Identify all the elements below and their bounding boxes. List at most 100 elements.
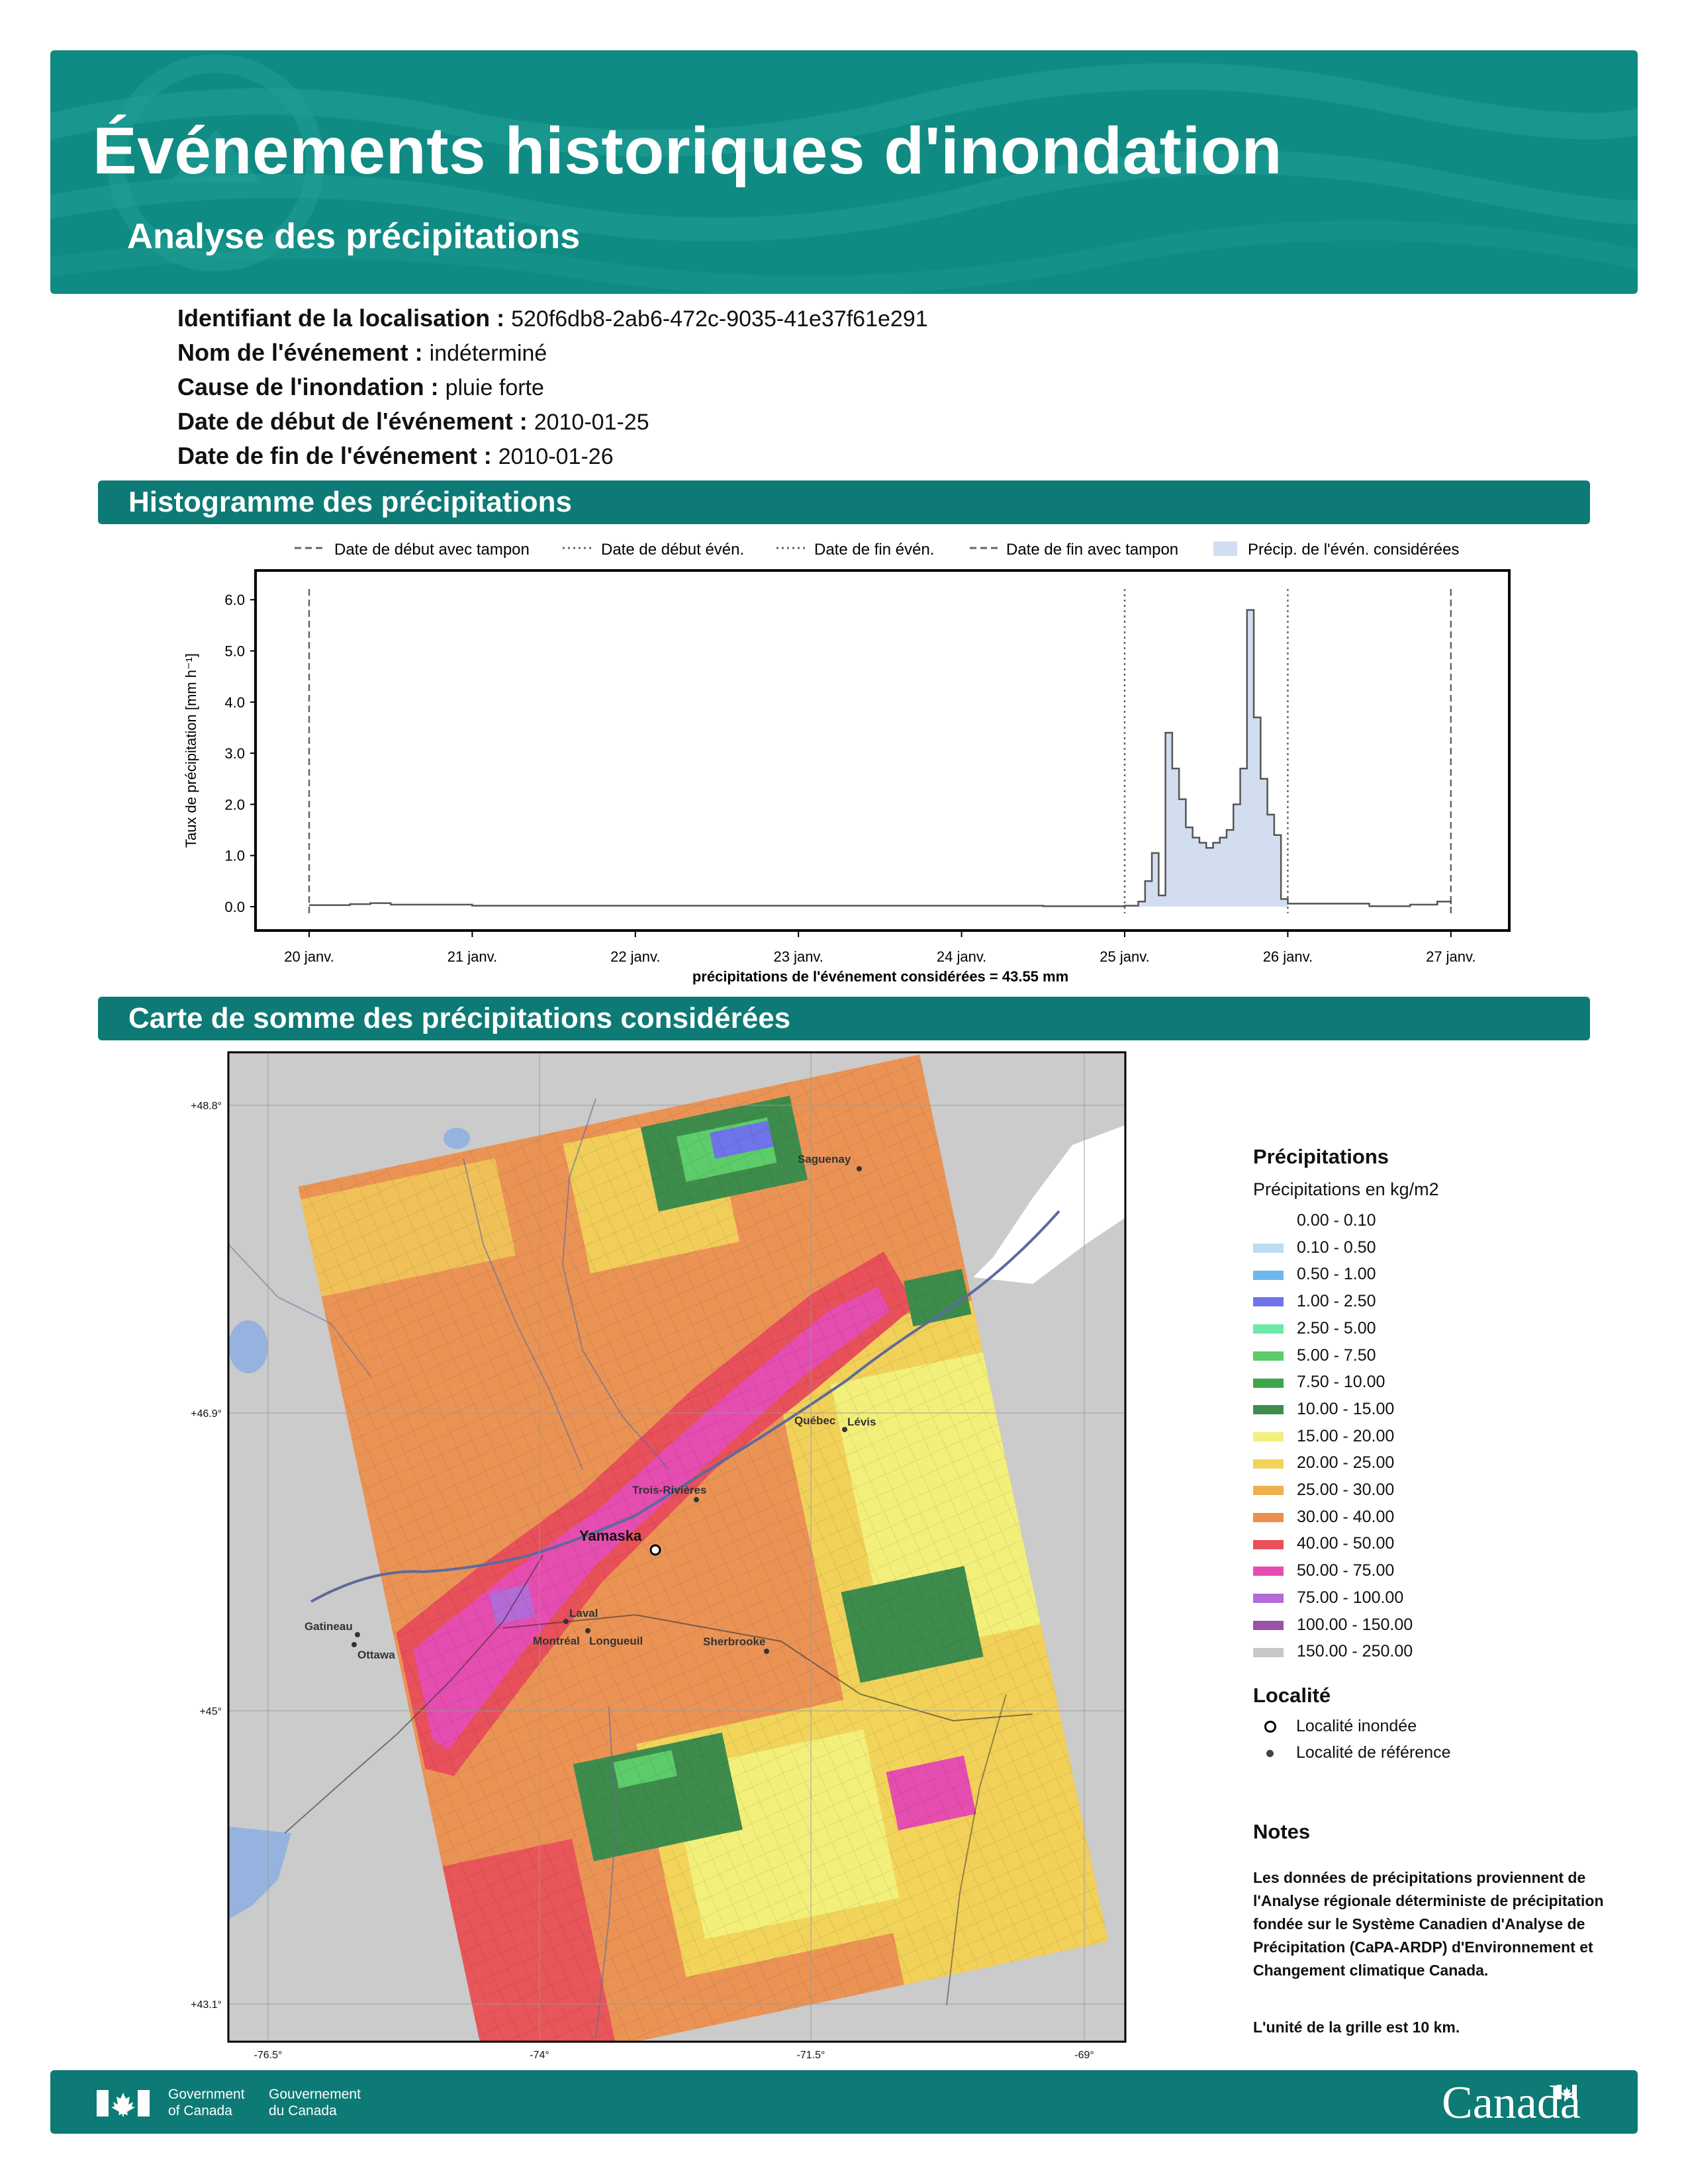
- precip-class: 5.00 - 7.50: [1253, 1346, 1376, 1365]
- precip-class: 2.50 - 5.00: [1253, 1319, 1376, 1338]
- precip-class: 20.00 - 25.00: [1253, 1453, 1394, 1473]
- city-label: Laval: [569, 1607, 598, 1619]
- gov-fr: Gouvernement du Canada: [269, 2087, 361, 2118]
- precip-class-swatch: [1253, 1459, 1284, 1469]
- meta-location-id: Identifiant de la localisation : 520f6db…: [177, 304, 928, 332]
- y-axis-label: Taux de précipitation [mm h⁻¹]: [183, 653, 199, 848]
- precip-class-swatch: [1253, 1620, 1284, 1630]
- meta-value: pluie forte: [445, 375, 544, 400]
- meta-start-date: Date de début de l'événement : 2010-01-2…: [177, 408, 649, 435]
- precip-class: 1.00 - 2.50: [1253, 1292, 1376, 1311]
- meta-value: 2010-01-26: [498, 444, 614, 469]
- y-tick-label: 1.0: [224, 848, 245, 864]
- svg-text:+46.9°: +46.9°: [191, 1408, 222, 1420]
- precip-class-label: 2.50 - 5.00: [1297, 1318, 1376, 1338]
- precip-class-swatch: [1253, 1378, 1284, 1388]
- city-label: Longueuil: [589, 1635, 643, 1647]
- precip-class: 40.00 - 50.00: [1253, 1534, 1394, 1553]
- precip-class-label: 150.00 - 250.00: [1297, 1642, 1413, 1661]
- precip-class-label: 100.00 - 150.00: [1297, 1615, 1413, 1634]
- precip-class: 0.50 - 1.00: [1253, 1265, 1376, 1284]
- city-label: Saguenay: [798, 1153, 851, 1165]
- chart-legend: Date de début avec tampon Date de début …: [295, 541, 1459, 559]
- precip-class-swatch: [1253, 1244, 1284, 1253]
- meta-label: Date de début de l'événement :: [177, 408, 528, 435]
- notes-title: Notes: [1253, 1820, 1311, 1843]
- precip-class-label: 0.00 - 0.10: [1297, 1211, 1376, 1230]
- precip-class-label: 40.00 - 50.00: [1297, 1534, 1395, 1553]
- precip-class-swatch: [1253, 1647, 1284, 1657]
- notes-text: Les données de précipitations proviennen…: [1253, 1869, 1604, 1979]
- precip-class-swatch: [1253, 1432, 1284, 1441]
- y-tick-label: 2.0: [224, 796, 245, 813]
- y-axis: 0.0 1.0 2.0 3.0 4.0 5.0 6.0: [224, 592, 256, 915]
- legend-label: Date de fin avec tampon: [1006, 541, 1178, 559]
- y-tick-label: 6.0: [224, 592, 245, 608]
- estuary: [973, 1125, 1125, 1284]
- x-tick-label: 27 janv.: [1426, 948, 1476, 965]
- precip-class-swatch: [1253, 1216, 1284, 1226]
- histogram-chart: Date de début avec tampon Date de début …: [183, 541, 1511, 985]
- svg-text:-74°: -74°: [530, 2050, 549, 2061]
- precip-class-label: 50.00 - 75.00: [1297, 1561, 1395, 1580]
- svg-text:-69°: -69°: [1074, 2050, 1094, 2061]
- x-tick-label: 25 janv.: [1100, 948, 1149, 965]
- x-axis: 20 janv. 21 janv. 22 janv. 23 janv. 24 janv.…: [284, 931, 1476, 965]
- meta-event-name: Nom de l'événement : indéterminé: [177, 339, 547, 367]
- city-label: Trois-Rivières: [632, 1484, 706, 1496]
- map-axis-labels: +48.8° +46.9° +45° +43.1° -76.5° -74° -7…: [191, 1101, 1094, 2061]
- precip-class-swatch: [1253, 1270, 1284, 1280]
- city-label: Lévis: [847, 1416, 876, 1428]
- y-tick-label: 4.0: [224, 694, 245, 711]
- precip-class-label: 15.00 - 20.00: [1297, 1426, 1395, 1445]
- border-line: [284, 1555, 543, 1834]
- precip-class-label: 1.00 - 2.50: [1297, 1292, 1376, 1311]
- precip-class: 30.00 - 40.00: [1253, 1508, 1394, 1527]
- graticule: [228, 1052, 1125, 2042]
- st-lawrence-river: [310, 1210, 1060, 1603]
- section-header-histogram: Histogramme des précipitations: [98, 480, 1590, 524]
- precip-class-swatch: [1253, 1351, 1284, 1361]
- x-tick-label: 20 janv.: [284, 948, 334, 965]
- precip-series-line: [309, 609, 1452, 907]
- precip-class-label: 75.00 - 100.00: [1297, 1588, 1404, 1607]
- precip-map: Saguenay Québec Lévis Trois-Rivières Yam…: [191, 1051, 1127, 2061]
- precip-class-label: 0.50 - 1.00: [1297, 1265, 1376, 1284]
- precip-class-swatch: [1253, 1405, 1284, 1415]
- header-banner: Événements historiques d'inondation Anal…: [50, 50, 1638, 294]
- precip-class-swatch: [1253, 1297, 1284, 1307]
- city-markers: Saguenay Québec Lévis Trois-Rivières Yam…: [305, 1153, 876, 1661]
- y-tick-label: 0.0: [224, 899, 245, 915]
- precip-class: 150.00 - 250.00: [1253, 1642, 1413, 1661]
- precip-class: 100.00 - 150.00: [1253, 1615, 1413, 1635]
- precip-class: 15.00 - 20.00: [1253, 1427, 1394, 1446]
- legend-label: Date de début évén.: [601, 541, 744, 559]
- x-tick-label: 24 janv.: [937, 948, 986, 965]
- x-tick-label: 21 janv.: [447, 948, 497, 965]
- precip-class-label: 30.00 - 40.00: [1297, 1507, 1395, 1526]
- canada-flag-icon: [97, 2090, 150, 2116]
- plot-frame: [254, 569, 1511, 932]
- reference-marker-icon: [1266, 1749, 1274, 1757]
- precip-class: 10.00 - 15.00: [1253, 1400, 1394, 1419]
- page-subtitle: Analyse des précipitations: [127, 216, 581, 256]
- precip-class-label: 5.00 - 7.50: [1297, 1345, 1376, 1365]
- precip-class-label: 0.10 - 0.50: [1297, 1238, 1376, 1257]
- lake-ontario: [228, 1827, 291, 1919]
- meta-value: 520f6db8-2ab6-472c-9035-41e37f61e291: [511, 306, 928, 332]
- map-frame: [227, 1051, 1127, 2043]
- y-tick-label: 5.0: [224, 643, 245, 660]
- precip-class-label: 7.50 - 10.00: [1297, 1373, 1385, 1392]
- flooded-marker-icon: [1264, 1721, 1276, 1733]
- precip-class-swatch: [1253, 1567, 1284, 1576]
- precip-class-swatch: [1253, 1594, 1284, 1604]
- svg-text:-76.5°: -76.5°: [254, 2050, 283, 2061]
- city-label: Montréal: [533, 1635, 580, 1647]
- city-label: Sherbrooke: [703, 1635, 765, 1648]
- meta-label: Identifiant de la localisation :: [177, 304, 505, 332]
- legend-label: Date de début avec tampon: [334, 541, 530, 559]
- precip-class-swatch: [1253, 1539, 1284, 1549]
- gov-en: Government of Canada: [168, 2087, 245, 2118]
- meta-cause: Cause de l'inondation : pluie forte: [177, 373, 544, 401]
- precip-class-swatch: [1253, 1324, 1284, 1334]
